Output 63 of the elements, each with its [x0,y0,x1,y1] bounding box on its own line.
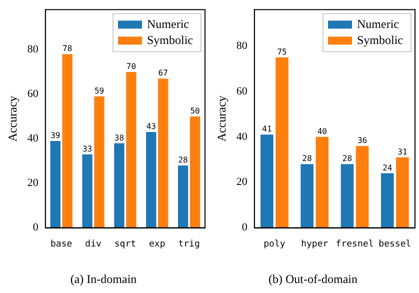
bar [381,173,394,228]
bar [316,136,329,228]
data-label: 78 [62,44,72,54]
bar [190,116,200,228]
bar [300,164,314,228]
data-label: 39 [50,131,60,140]
y-tick-label: 20 [27,177,39,190]
text: (a) In-domain [70,272,137,286]
bar [146,132,156,228]
bar [126,72,136,228]
x-tick-label: fresnel [336,240,374,250]
y-axis-title: Accuracy [214,96,228,142]
bar [178,165,188,228]
text: (b) Out-of-domain [268,272,358,286]
y-tick-label: 60 [236,85,248,98]
legend-label: Numeric [147,16,189,31]
x-tick-label: poly [264,240,286,250]
x-tick-label: trig [178,240,200,250]
data-label: 75 [277,47,287,56]
data-label: 36 [357,136,368,146]
bar [276,57,288,228]
x-tick-label: bessel [378,240,412,250]
bar [50,140,60,228]
x-tick-label: base [50,240,72,250]
y-tick-label: 0 [242,222,248,234]
data-label: 28 [178,156,188,165]
data-label: 38 [114,133,124,142]
x-tick-label: exp [148,240,166,250]
y-axis-title: Accuracy [5,96,20,142]
legend-label: Symbolic [147,32,194,47]
legend-label: Numeric [357,16,399,31]
bar [62,54,72,228]
data-label: 31 [398,147,408,156]
bar [396,157,409,228]
data-label: 59 [94,86,104,96]
legend-label: Symbolic [357,32,404,47]
y-tick-label: 40 [27,132,39,145]
bar [260,134,274,228]
data-label: 67 [158,68,168,78]
data-label: 28 [302,154,312,164]
bar [340,164,354,228]
data-label: 70 [126,62,136,72]
x-tick-label: sqrt [114,240,136,250]
y-tick-label: 0 [32,222,39,234]
y-tick-label: 80 [236,40,248,52]
data-label: 33 [82,144,92,154]
data-label: 40 [317,126,328,136]
y-tick-label: 80 [27,44,39,56]
y-tick-label: 40 [236,130,248,143]
y-tick-label: 20 [236,176,248,188]
data-label: 28 [342,154,352,164]
y-tick-label: 60 [27,88,39,100]
bar [114,143,124,228]
data-label: 43 [146,122,156,132]
x-tick-label: hyper [301,240,329,250]
x-tick-label: div [85,240,102,250]
bar [158,78,168,228]
bar [356,146,369,228]
data-label: 24 [382,163,392,172]
data-label: 50 [190,106,200,116]
bar [94,96,104,228]
data-label: 41 [262,124,272,134]
bar [82,154,92,228]
